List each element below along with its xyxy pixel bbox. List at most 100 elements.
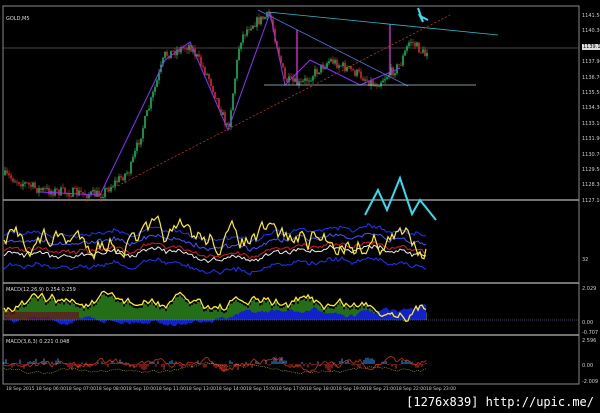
price-tick: 1137.90 <box>582 59 600 66</box>
upper-band <box>3 222 427 243</box>
candle <box>100 196 102 198</box>
candle <box>324 67 326 69</box>
candle <box>148 108 150 111</box>
candle <box>226 123 228 125</box>
macd2-axis-min: -2.009 <box>582 379 599 385</box>
candle <box>44 188 46 189</box>
candle <box>122 177 124 181</box>
mid-line <box>3 240 427 260</box>
candle <box>404 50 406 56</box>
candle <box>8 173 10 176</box>
candle <box>22 183 24 187</box>
time-tick: 18 Sep 06:00 <box>36 387 67 392</box>
candle <box>294 78 296 82</box>
time-tick: 18 Sep 22:00 <box>396 387 427 392</box>
candle <box>308 80 310 82</box>
candle <box>76 187 78 196</box>
candle <box>246 29 248 36</box>
candle <box>212 85 214 93</box>
candle <box>20 184 22 187</box>
time-tick: 18 Sep 14:00 <box>216 387 247 392</box>
candle <box>310 80 312 82</box>
candle <box>374 85 376 87</box>
candle <box>88 194 90 198</box>
candle <box>420 52 422 54</box>
candle <box>332 59 334 64</box>
candle <box>18 182 20 185</box>
candle <box>200 56 202 66</box>
price-tick: 1130.70 <box>582 151 600 158</box>
candle <box>300 81 302 83</box>
time-tick: 18 Sep 10:00 <box>126 387 157 392</box>
candle <box>244 34 246 36</box>
candle <box>222 112 224 116</box>
macd1-axis-max: 2.029 <box>582 286 597 292</box>
candle <box>418 42 420 53</box>
candle <box>146 110 148 117</box>
macd-line <box>3 290 427 323</box>
candle <box>126 172 128 174</box>
candle <box>320 64 322 73</box>
candle <box>414 42 416 47</box>
trendline-upper <box>267 11 499 36</box>
price-tick: 1131.90 <box>582 136 600 143</box>
candle <box>24 182 26 184</box>
candle <box>120 176 122 178</box>
candle <box>176 49 178 56</box>
candle <box>56 188 58 190</box>
candle <box>30 184 32 187</box>
candle <box>254 25 256 27</box>
candle <box>408 42 410 47</box>
signal-line <box>3 244 427 264</box>
zigzag-line <box>39 11 401 196</box>
candle <box>158 72 160 81</box>
macd2-signal-line <box>3 356 427 374</box>
candle <box>4 170 6 175</box>
candle <box>178 49 180 53</box>
candle <box>350 66 352 70</box>
candle <box>390 67 392 76</box>
candle <box>144 116 146 129</box>
candle <box>166 51 168 56</box>
price-tick: 1139.10 <box>582 43 600 50</box>
candle <box>348 66 350 67</box>
candle <box>10 175 12 179</box>
candle <box>208 74 210 80</box>
candle <box>78 190 80 196</box>
candle <box>224 112 226 125</box>
candle <box>128 172 130 174</box>
candle <box>284 67 286 79</box>
trendline-dotted <box>99 14 451 196</box>
candle <box>242 34 244 43</box>
candle <box>188 44 190 51</box>
candle <box>102 197 104 198</box>
candle <box>116 180 118 183</box>
candle <box>196 54 198 57</box>
candle <box>380 82 382 87</box>
candle <box>344 62 346 72</box>
candle <box>210 79 212 86</box>
candle <box>96 190 98 197</box>
candle <box>202 65 204 68</box>
candle <box>12 178 14 182</box>
candle <box>218 98 220 109</box>
candle <box>28 182 30 185</box>
candle <box>94 189 96 197</box>
candle <box>422 49 424 53</box>
time-tick: 18 Sep 19:00 <box>336 387 367 392</box>
candle <box>314 69 316 77</box>
candle <box>370 80 372 86</box>
candle <box>426 52 428 57</box>
price-tick: 1133.10 <box>582 120 600 127</box>
candle <box>72 187 74 197</box>
candle <box>140 138 142 145</box>
candle <box>336 60 338 68</box>
price-tick: 1141.50 <box>582 13 600 19</box>
candle <box>368 80 370 86</box>
macd2-axis-zero: 0.00 <box>582 363 594 369</box>
candle <box>400 65 402 66</box>
candle <box>290 76 292 78</box>
candle <box>252 25 254 29</box>
candle <box>412 42 414 44</box>
